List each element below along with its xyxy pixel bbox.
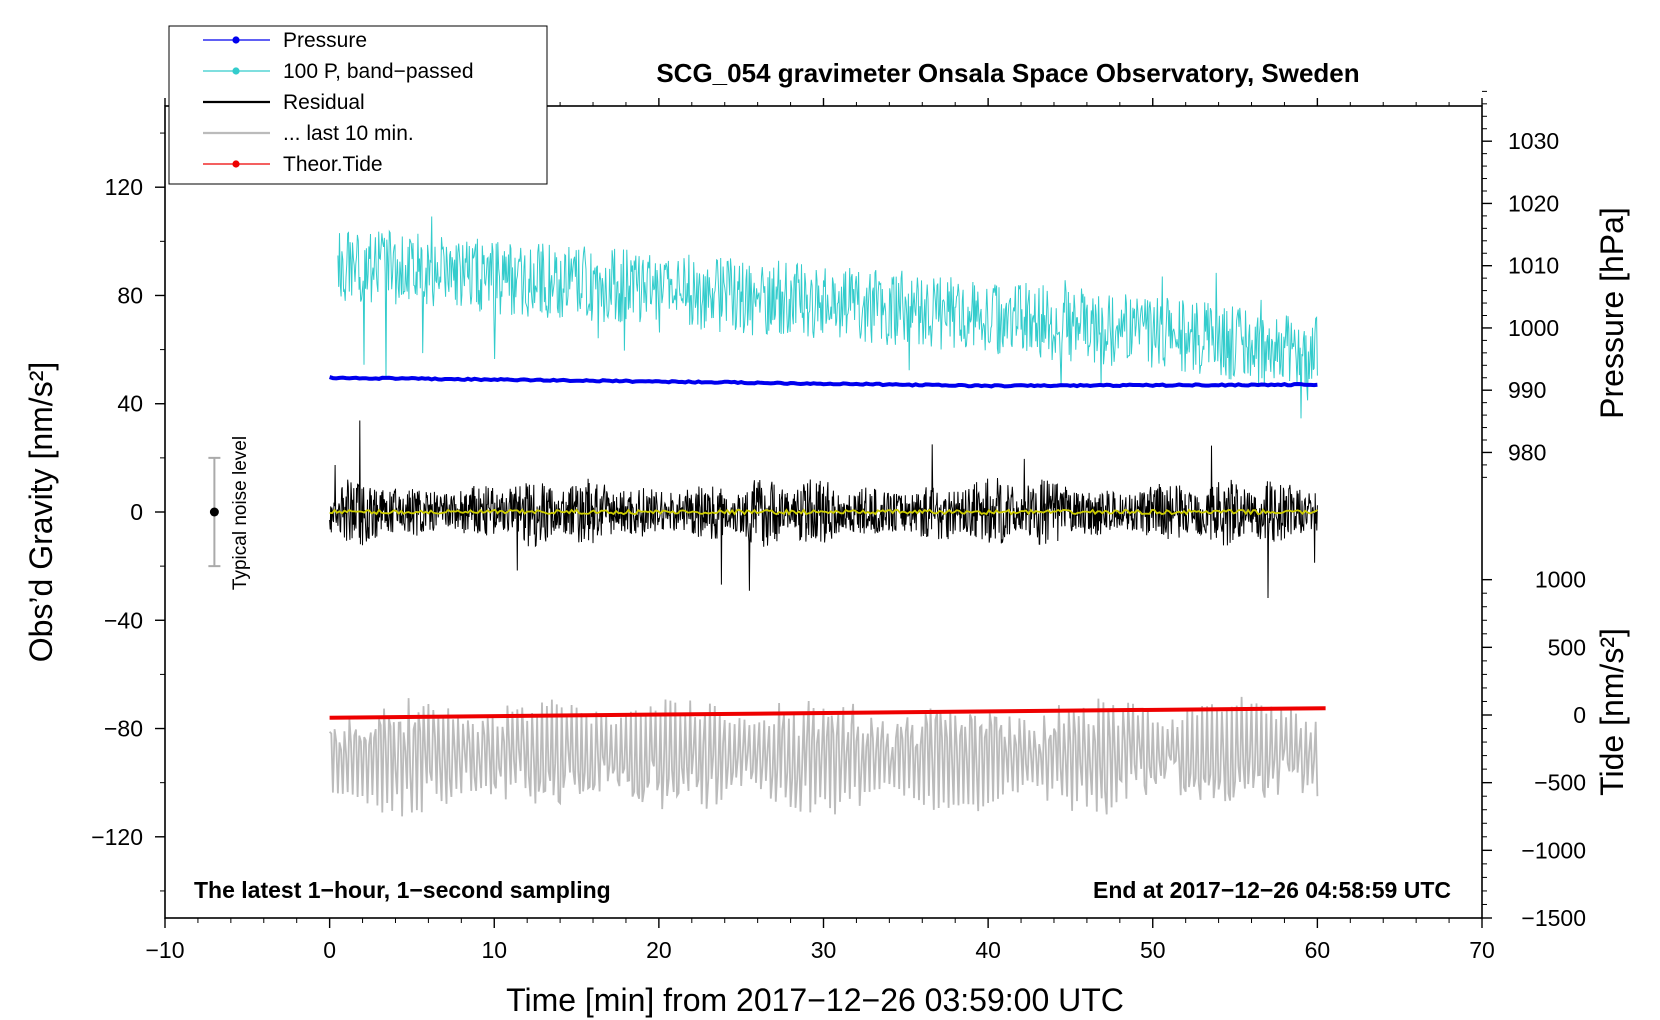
y-axis: −120 −80 −40 0 40 80 120: [91, 132, 165, 892]
last-10-min-series-line: [328, 696, 1319, 817]
tide-tick-label: 1000: [1535, 567, 1586, 593]
y-tick-label: 0: [130, 499, 143, 525]
residual-series-line: [329, 420, 1318, 599]
sampling-note: The latest 1−hour, 1−second sampling: [194, 877, 611, 903]
tide-tick-label: 500: [1548, 634, 1586, 660]
tide-axis-title: Tide [nm/s²]: [1594, 628, 1630, 796]
x-tick-label: −10: [145, 937, 184, 963]
pressure-tick-label: 990: [1508, 377, 1546, 403]
x-axis: −10 0 10 20 30 40 50 60 70: [145, 98, 1495, 963]
pressure-tick-label: 1030: [1508, 128, 1559, 154]
series-layer: [328, 216, 1326, 817]
x-tick-label: 60: [1305, 937, 1331, 963]
y-axis-title: Obs’d Gravity [nm/s²]: [23, 362, 59, 663]
tide-tick-label: −1500: [1521, 905, 1586, 931]
y-tick-label: −120: [91, 824, 143, 850]
legend-label: Theor.Tide: [283, 153, 383, 176]
noise-level-label: Typical noise level: [230, 436, 251, 590]
pressure-tick-label: 1000: [1508, 315, 1559, 341]
pressure-tick-label: 1010: [1508, 253, 1559, 279]
band-passed-pressure-series-line: [337, 216, 1318, 419]
legend-label: ... last 10 min.: [283, 122, 414, 145]
y-tick-label: −80: [104, 716, 143, 742]
x-tick-label: 40: [975, 937, 1001, 963]
pressure-axis: 980 990 1000 1010 1020 1030: [1482, 90, 1559, 478]
noise-level-indicator: [208, 456, 221, 568]
legend-box: [168, 25, 548, 185]
x-tick-label: 50: [1140, 937, 1166, 963]
x-tick-label: 10: [481, 937, 507, 963]
legend: Pressure 100 P, band−passed Residual ... la…: [168, 25, 548, 185]
end-time-note: End at 2017−12−26 04:58:59 UTC: [1093, 877, 1451, 903]
x-tick-label: 20: [646, 937, 672, 963]
pressure-tick-label: 1020: [1508, 190, 1559, 216]
y-tick-label: 120: [105, 174, 143, 200]
legend-swatch-marker: [232, 36, 240, 44]
x-tick-label: 30: [811, 937, 837, 963]
tide-tick-label: 0: [1573, 702, 1586, 728]
y-tick-label: −40: [104, 607, 143, 633]
tide-axis: −1500 −1000 −500 0 500 1000: [1482, 567, 1586, 931]
legend-label: Residual: [283, 91, 365, 114]
x-tick-label: 0: [323, 937, 336, 963]
y-tick-label: 80: [117, 282, 143, 308]
pressure-axis-title: Pressure [hPa]: [1594, 207, 1630, 419]
theoretical-tide-series-line: [329, 706, 1326, 720]
pressure-tick-label: 980: [1508, 439, 1546, 465]
tide-tick-label: −1000: [1521, 837, 1586, 863]
legend-label: 100 P, band−passed: [283, 60, 474, 83]
y-tick-label: 40: [117, 391, 143, 417]
pressure-series-line: [329, 375, 1318, 389]
x-axis-title: Time [min] from 2017−12−26 03:59:00 UTC: [506, 982, 1124, 1018]
legend-swatch-marker: [232, 67, 240, 75]
residual-smoothed-series-line: [329, 508, 1318, 516]
noise-level-dot: [209, 507, 219, 517]
x-tick-label: 70: [1469, 937, 1495, 963]
legend-swatch-marker: [232, 160, 240, 168]
legend-label: Pressure: [283, 29, 367, 52]
tide-tick-label: −500: [1534, 770, 1586, 796]
chart-title: SCG_054 gravimeter Onsala Space Observat…: [656, 58, 1359, 88]
